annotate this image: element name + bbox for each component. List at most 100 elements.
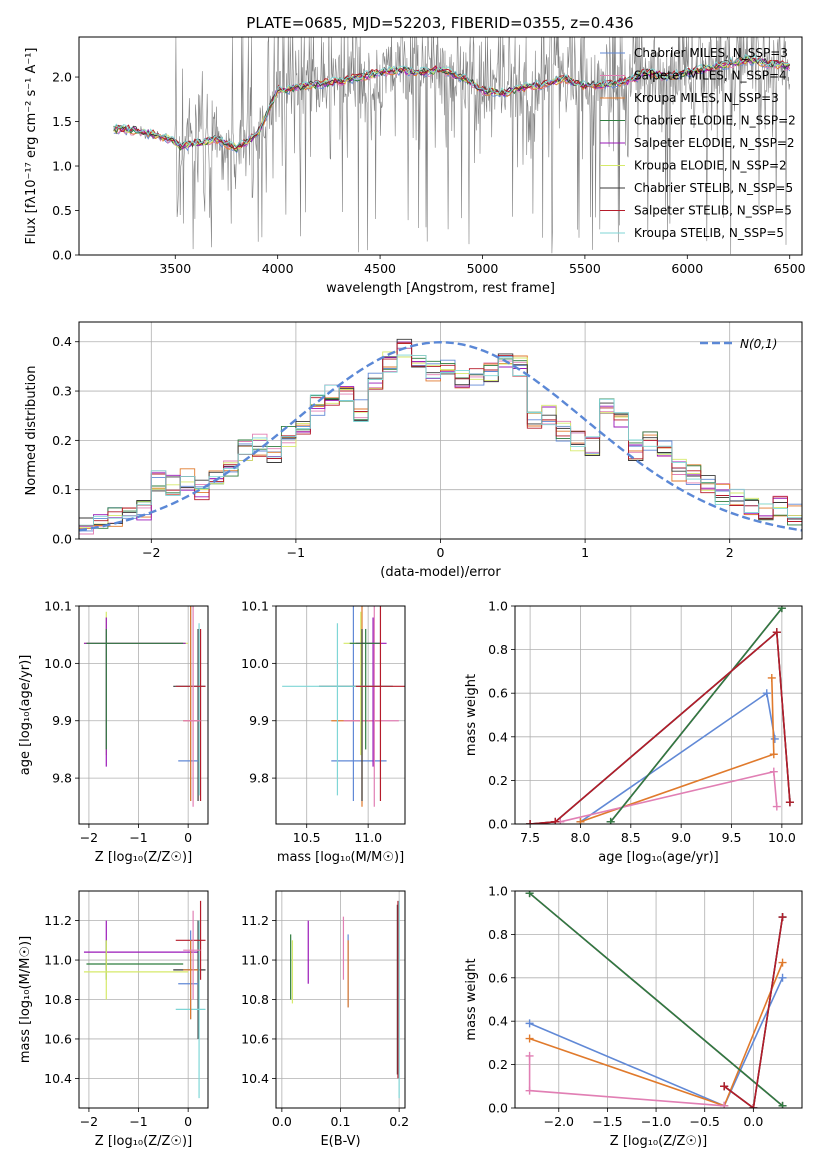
spectrum-model-line	[113, 56, 790, 150]
y-axis-label: Flux [fλ10⁻¹⁷ erg cm⁻² s⁻¹ A⁻¹]	[24, 48, 39, 245]
tick-label-x: −1	[287, 545, 305, 560]
weight-line	[530, 630, 791, 824]
legend-label: Salpeter ELODIE, N_SSP=2	[634, 136, 795, 150]
tick-label-y: 0.2	[488, 773, 508, 788]
tick-label-y: 10.4	[44, 1071, 72, 1086]
tick-label-y: 11.2	[241, 913, 269, 928]
x-axis-label: mass [log₁₀(M/M☉)]	[277, 850, 404, 865]
tick-label-x: 8.5	[621, 830, 641, 845]
weight-marker	[720, 1101, 729, 1108]
plot-area	[79, 606, 208, 824]
tick-label-y: 10.6	[44, 1031, 72, 1046]
legend-label: Kroupa STELIB, N_SSP=5	[634, 226, 784, 240]
legend-label: N(0,1)	[740, 337, 777, 351]
tick-label-y: 1.0	[488, 884, 508, 899]
weight-marker	[778, 958, 787, 967]
panel-mass-vs-EBV: 0.0 0.1 0.2 10.4 10.6 10.8 11.0 11.2 E(B-V)	[241, 890, 409, 1149]
weight-marker	[772, 628, 781, 637]
tick-label-y: 10.0	[241, 656, 269, 671]
plot-area	[276, 891, 405, 1108]
y-axis-label: Normed distribution	[24, 366, 39, 496]
tick-label-x: 2	[726, 545, 734, 560]
tick-label-y: 0.8	[488, 927, 508, 942]
figure-title: PLATE=0685, MJD=52203, FIBERID=0355, z=0…	[246, 14, 633, 32]
tick-label-x: −1.0	[641, 1114, 671, 1129]
tick-label-y: 0.5	[52, 203, 72, 218]
tick-label-x: 9.0	[671, 830, 691, 845]
histogram-step	[79, 354, 802, 526]
tick-label-y: 11.0	[241, 953, 269, 968]
axes-frame	[78, 605, 209, 825]
tick-label-y: 10.1	[44, 599, 72, 614]
tick-label-y: 0.4	[488, 1014, 508, 1029]
tick-label-x: −0.5	[690, 1114, 720, 1129]
tick-label-y: 9.8	[52, 771, 72, 786]
plot-area	[113, 37, 791, 255]
weight-marker	[785, 798, 794, 807]
spectrum-model-line	[113, 53, 790, 147]
tick-label-x: 3500	[159, 261, 191, 276]
normal-curve	[79, 340, 802, 532]
weight-marker	[778, 1101, 787, 1108]
y-axis-label: mass weight	[464, 958, 479, 1040]
x-axis-label: wavelength [Angstrom, rest frame]	[326, 281, 555, 296]
axes-frame	[514, 605, 803, 825]
tick-label-x: 0.0	[272, 1114, 292, 1129]
tick-label-y: 0.2	[488, 1057, 508, 1072]
weight-marker	[762, 689, 771, 698]
tick-label-x: 10.0	[768, 830, 796, 845]
weight-marker	[778, 913, 787, 922]
tick-label-y: 0.6	[488, 970, 508, 985]
axes-frame	[78, 321, 803, 540]
tick-label-y: 0.0	[488, 817, 508, 832]
tick-label-x: 10.5	[293, 830, 321, 845]
tick-label-y: 10.6	[241, 1031, 269, 1046]
tick-label-y: 11.0	[44, 953, 72, 968]
tick-label-y: 0.8	[488, 642, 508, 657]
tick-label-y: 0.0	[488, 1101, 508, 1116]
tick-label-x: 7.5	[520, 830, 540, 845]
tick-label-y: 10.8	[241, 992, 269, 1007]
tick-label-y: 0.2	[52, 433, 72, 448]
weight-marker	[769, 767, 778, 776]
tick-label-x: 0.2	[389, 1114, 409, 1129]
plot-area	[79, 322, 802, 539]
tick-label-x: −2	[142, 545, 160, 560]
panel-residuals: −2 −1 0 1 2 0.0 0.1 0.2 0.3 0.4 (data-model)/error…	[24, 321, 803, 580]
tick-label-y: 0.4	[52, 334, 72, 349]
tick-label-y: 10.1	[241, 599, 269, 614]
tick-label-x: 6000	[671, 261, 703, 276]
legend-label: Salpeter STELIB, N_SSP=5	[634, 204, 792, 218]
tick-label-x: −2	[80, 830, 98, 845]
tick-label-x: 5500	[569, 261, 601, 276]
panel-age-vs-Z: −2 −1 0 9.8 9.9 10.0 10.1 Z [log₁₀(Z/Z☉)] age [l…	[18, 599, 209, 865]
weight-marker	[772, 802, 781, 811]
tick-label-y: 11.2	[44, 913, 72, 928]
x-axis-label: Z [log₁₀(Z/Z☉)]	[610, 1134, 707, 1149]
weight-marker	[769, 750, 778, 759]
panel-age-vs-mass: 10.5 11.0 9.8 9.9 10.0 10.1 mass [log₁₀(M/M☉)]	[241, 599, 406, 865]
panel-mass-vs-Z: −2 −1 0 10.4 10.6 10.8 11.0 11.2 Z [log₁₀(Z/Z☉)]…	[18, 890, 209, 1149]
tick-label-x: 0	[437, 545, 445, 560]
tick-label-y: 9.9	[52, 713, 72, 728]
plot-area	[515, 891, 802, 1108]
tick-label-y: 2.0	[52, 70, 72, 85]
x-axis-label: Z [log₁₀(Z/Z☉)]	[95, 1134, 192, 1149]
weight-marker	[777, 606, 786, 613]
plot-area	[79, 891, 208, 1108]
tick-label-y: 10.8	[44, 992, 72, 1007]
panel-spectrum: 3500 4000 4500 5000 5500 6000 6500 0.0 0.5 1.0 1.5…	[24, 36, 806, 296]
weight-line	[530, 630, 791, 824]
y-axis-label: mass weight	[464, 674, 479, 756]
axes-frame	[275, 890, 406, 1109]
panel-weight-vs-Z: −2.0 −1.5 −1.0 −0.5 0.0 0.0 0.2 0.4 0.6 0.8 1.0 Z […	[464, 884, 803, 1149]
panel-weight-vs-age: 7.5 8.0 8.5 9.0 9.5 10.0 0.0 0.2 0.4 0.6 0.8 1.0 age…	[464, 599, 803, 865]
tick-label-x: 1	[581, 545, 589, 560]
weight-marker	[525, 1034, 534, 1043]
tick-label-y: 1.5	[52, 114, 72, 129]
tick-label-y: 1.0	[488, 599, 508, 614]
tick-label-x: −2.0	[544, 1114, 574, 1129]
tick-label-x: 0	[184, 830, 192, 845]
weight-line	[560, 770, 778, 823]
tick-label-x: −1.5	[592, 1114, 622, 1129]
